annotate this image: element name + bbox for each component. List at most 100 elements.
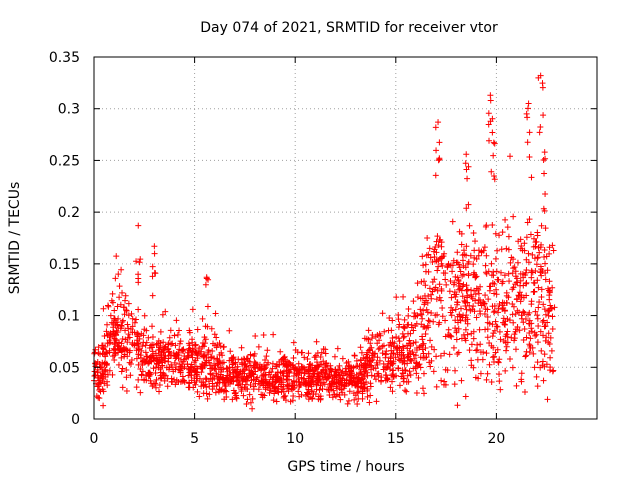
data-point — [395, 356, 402, 363]
data-point — [538, 347, 545, 354]
data-point — [457, 305, 464, 312]
data-point — [355, 374, 362, 381]
data-point — [534, 383, 541, 390]
data-point — [534, 229, 541, 236]
data-point — [463, 282, 470, 289]
data-point — [368, 366, 375, 373]
data-point — [157, 328, 164, 335]
data-point — [516, 327, 523, 334]
data-point — [129, 329, 136, 336]
data-point — [514, 323, 521, 330]
data-point — [209, 386, 216, 393]
data-point — [486, 361, 493, 368]
data-point — [145, 334, 152, 341]
data-point — [434, 233, 441, 240]
data-point — [433, 238, 440, 245]
data-point — [280, 360, 287, 367]
data-point — [115, 361, 122, 368]
data-point — [419, 385, 426, 392]
data-point — [179, 346, 186, 353]
data-point — [210, 340, 217, 347]
data-point — [186, 327, 193, 334]
data-point — [389, 388, 396, 395]
data-point — [420, 262, 427, 269]
data-point — [537, 328, 544, 335]
data-point — [466, 347, 473, 354]
data-point — [128, 360, 135, 367]
data-point — [134, 330, 141, 337]
data-point — [290, 378, 297, 385]
data-point — [317, 382, 324, 389]
data-point — [358, 383, 365, 390]
data-point — [334, 391, 341, 398]
data-point — [395, 335, 402, 342]
data-point — [135, 306, 142, 313]
data-point — [114, 329, 121, 336]
data-point — [355, 388, 362, 395]
data-point — [520, 337, 527, 344]
data-point — [517, 270, 524, 277]
data-point — [215, 375, 222, 382]
data-point — [447, 278, 454, 285]
data-point — [365, 327, 372, 334]
data-point — [142, 342, 149, 349]
data-point — [313, 366, 320, 373]
data-point — [521, 325, 528, 332]
data-point — [537, 123, 544, 130]
data-point — [421, 390, 428, 397]
data-point — [121, 353, 128, 360]
data-point — [345, 358, 352, 365]
data-point — [118, 325, 125, 332]
data-point — [213, 344, 220, 351]
data-point — [436, 139, 443, 146]
data-point — [168, 361, 175, 368]
data-point — [307, 379, 314, 386]
data-point — [143, 358, 150, 365]
data-point — [489, 321, 496, 328]
data-point — [433, 249, 440, 256]
data-point — [262, 356, 269, 363]
data-point — [379, 310, 386, 317]
data-point — [390, 350, 397, 357]
data-point — [205, 378, 212, 385]
data-point — [207, 354, 214, 361]
data-point — [526, 216, 533, 223]
data-point — [100, 388, 107, 395]
data-point — [353, 380, 360, 387]
data-point — [502, 333, 509, 340]
data-point — [485, 110, 492, 117]
data-point — [160, 349, 167, 356]
data-point — [252, 360, 259, 367]
data-point — [358, 349, 365, 356]
data-point — [176, 340, 183, 347]
data-point — [404, 372, 411, 379]
data-point — [504, 224, 511, 231]
data-point — [202, 336, 209, 343]
data-point — [502, 321, 509, 328]
data-point — [538, 286, 545, 293]
data-point — [149, 383, 156, 390]
data-point — [372, 333, 379, 340]
data-point — [489, 333, 496, 340]
data-point — [261, 362, 268, 369]
data-point — [326, 391, 333, 398]
data-point — [290, 354, 297, 361]
x-tick-label: 0 — [90, 431, 99, 447]
data-point — [421, 278, 428, 285]
data-point — [445, 260, 452, 267]
data-point — [541, 170, 548, 177]
data-point — [538, 222, 545, 229]
data-point — [315, 363, 322, 370]
data-point — [526, 129, 533, 136]
data-point — [208, 365, 215, 372]
data-point — [496, 328, 503, 335]
data-point — [496, 232, 503, 239]
data-point — [133, 355, 140, 362]
data-point — [272, 363, 279, 370]
x-axis-label: GPS time / hours — [287, 459, 404, 475]
data-point — [268, 369, 275, 376]
data-point — [478, 248, 485, 255]
data-point — [542, 225, 549, 232]
data-point — [417, 306, 424, 313]
data-point — [364, 393, 371, 400]
